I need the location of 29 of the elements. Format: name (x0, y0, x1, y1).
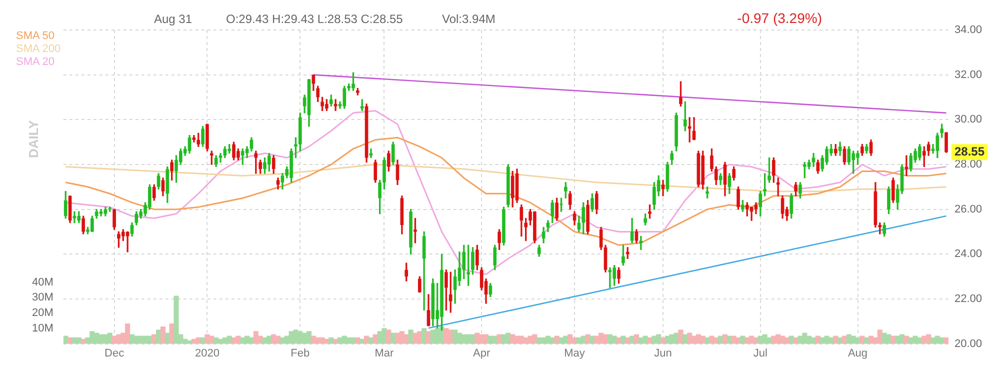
text: SMA 200 (16, 43, 61, 56)
x-tick-label: 2020 (194, 347, 220, 360)
y2-tick-label: 30M (32, 292, 54, 304)
x-tick-label: May (564, 347, 586, 360)
y2-tick-label: 40M (32, 276, 54, 288)
annotation: 28.55 (954, 144, 985, 158)
y-tick-label: 26.00 (954, 203, 982, 216)
x-tick-label: Jul (753, 347, 768, 360)
y-tick-label: 32.00 (954, 68, 982, 81)
x-tick-label: Feb (290, 347, 310, 360)
y-tick-label: 22.00 (954, 293, 982, 306)
y-tick-label: 20.00 (954, 338, 982, 350)
x-tick-label: Apr (473, 347, 490, 360)
text: Aug 31 (154, 12, 192, 26)
y-tick-label: 30.00 (954, 114, 982, 126)
y-tick-label: 34.00 (954, 24, 982, 36)
y2-tick-label: 10M (32, 322, 54, 334)
y-tick-label: 24.00 (954, 248, 982, 260)
x-tick-label: Mar (374, 347, 394, 360)
y-tick-label: 28.00 (954, 158, 982, 171)
text: SMA 20 (16, 56, 56, 69)
text: Vol:3.94M (442, 12, 496, 26)
x-tick-label: Dec (104, 347, 125, 360)
text: O:29.43 H:29.43 L:28.53 C:28.55 (226, 12, 403, 26)
text: -0.97 (3.29%) (737, 10, 822, 26)
text: SMA 50 (16, 30, 56, 43)
x-tick-label: Aug (848, 347, 868, 360)
y2-tick-label: 20M (32, 307, 54, 320)
x-tick-label: Jun (654, 347, 672, 360)
